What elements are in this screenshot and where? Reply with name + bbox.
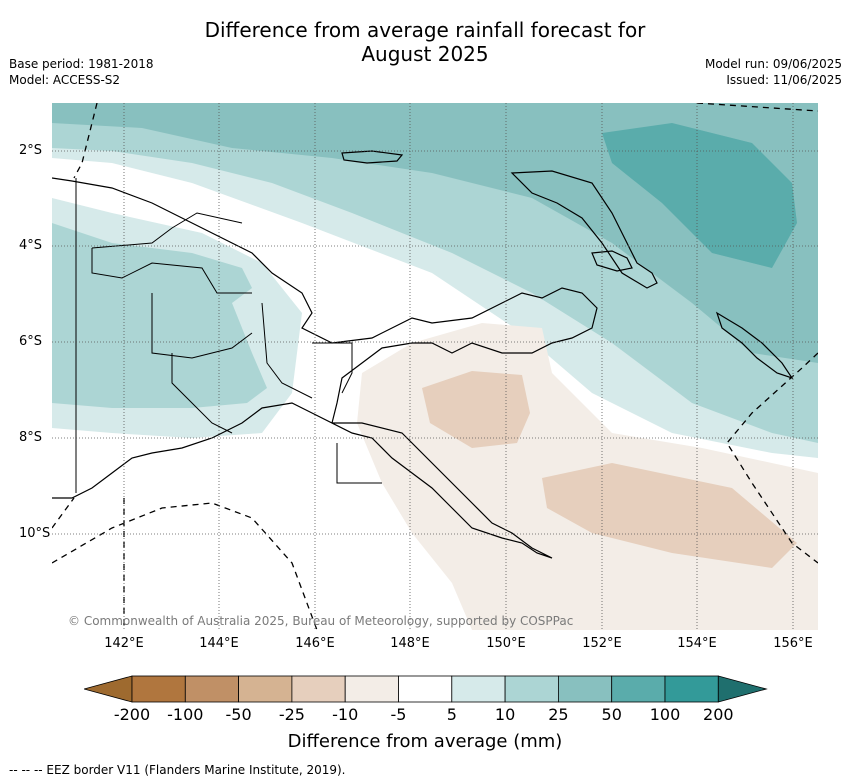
colorbar-tick-label: 25 bbox=[548, 705, 569, 724]
copyright-text: © Commonwealth of Australia 2025, Bureau… bbox=[68, 614, 574, 628]
base-period: Base period: 1981-2018 bbox=[9, 57, 154, 71]
lat-label-2s: 2°S bbox=[19, 143, 43, 158]
model-run: Model run: 09/06/2025 bbox=[704, 57, 842, 71]
lon-label-150e: 150°E bbox=[486, 636, 526, 651]
title-line-1: Difference from average rainfall forecas… bbox=[204, 18, 646, 42]
colorbar-tick-label: 10 bbox=[494, 705, 516, 724]
title-line-2: August 2025 bbox=[361, 42, 489, 66]
eez-border bbox=[52, 103, 818, 630]
colorbar-tick-label: -200 bbox=[113, 705, 151, 724]
colorbar-tick-label: 5 bbox=[446, 705, 457, 724]
lon-label-152e: 152°E bbox=[582, 636, 622, 651]
gridlines bbox=[52, 103, 818, 630]
colorbar-tick-label: -25 bbox=[278, 705, 305, 724]
band-dry-10-25-north bbox=[422, 371, 530, 448]
colorbar-segment bbox=[238, 675, 293, 703]
lat-label-10s: 10°S bbox=[19, 526, 51, 541]
band-wet-west-10-25 bbox=[52, 223, 267, 408]
lat-label-4s: 4°S bbox=[19, 238, 43, 253]
island-bougainville bbox=[715, 311, 794, 380]
lon-label-156e: 156°E bbox=[773, 636, 813, 651]
meta-right: Model run: 09/06/2025 Issued: 11/06/2025 bbox=[705, 56, 842, 88]
colorbar bbox=[84, 675, 768, 703]
lon-label-154e: 154°E bbox=[677, 636, 717, 651]
rainfall-map bbox=[52, 103, 818, 630]
colorbar-tick-label: 50 bbox=[601, 705, 622, 724]
island-manus bbox=[341, 150, 404, 164]
model-name: Model: ACCESS-S2 bbox=[9, 73, 121, 87]
colorbar-tick-label: 100 bbox=[649, 705, 681, 724]
lat-label-8s: 8°S bbox=[19, 430, 43, 445]
island-new-ireland bbox=[591, 250, 633, 272]
colorbar-tick-label: -100 bbox=[167, 705, 204, 724]
colorbar-tick-label: -5 bbox=[390, 705, 407, 724]
colorbar-segment bbox=[344, 675, 399, 703]
band-dry-10-25-south bbox=[542, 463, 797, 568]
lon-label-148e: 148°E bbox=[390, 636, 430, 651]
colorbar-tick-label: -10 bbox=[332, 705, 359, 724]
colorbar-tick-label: 200 bbox=[703, 705, 734, 724]
colorbar-arrow-low bbox=[84, 675, 133, 703]
colorbar-segment bbox=[291, 675, 346, 703]
colorbar-segment bbox=[451, 675, 506, 703]
colorbar-tick-label: -50 bbox=[225, 705, 252, 724]
province-borders bbox=[75, 178, 382, 493]
colorbar-segment bbox=[557, 675, 613, 703]
issued-date: Issued: 11/06/2025 bbox=[726, 73, 842, 87]
band-wet-50-100 bbox=[602, 123, 797, 268]
colorbar-segment bbox=[664, 675, 719, 703]
lat-label-6s: 6°S bbox=[19, 334, 43, 349]
colorbar-arrow-high bbox=[717, 675, 768, 703]
colorbar-segment bbox=[131, 675, 186, 703]
colorbar-segment bbox=[611, 675, 666, 703]
lon-label-144e: 144°E bbox=[199, 636, 239, 651]
lon-label-142e: 142°E bbox=[104, 636, 144, 651]
map-title: Difference from average rainfall forecas… bbox=[0, 18, 850, 66]
island-new-britain bbox=[510, 170, 658, 289]
lon-label-146e: 146°E bbox=[295, 636, 335, 651]
colorbar-title: Difference from average (mm) bbox=[287, 731, 563, 752]
colorbar-segment bbox=[504, 675, 559, 703]
meta-left: Base period: 1981-2018 Model: ACCESS-S2 bbox=[9, 56, 154, 88]
eez-note: -- -- -- EEZ border V11 (Flanders Marine… bbox=[9, 763, 346, 777]
coastline-new-guinea bbox=[52, 177, 598, 559]
colorbar-segment bbox=[398, 675, 453, 703]
colorbar-segment bbox=[184, 675, 240, 703]
